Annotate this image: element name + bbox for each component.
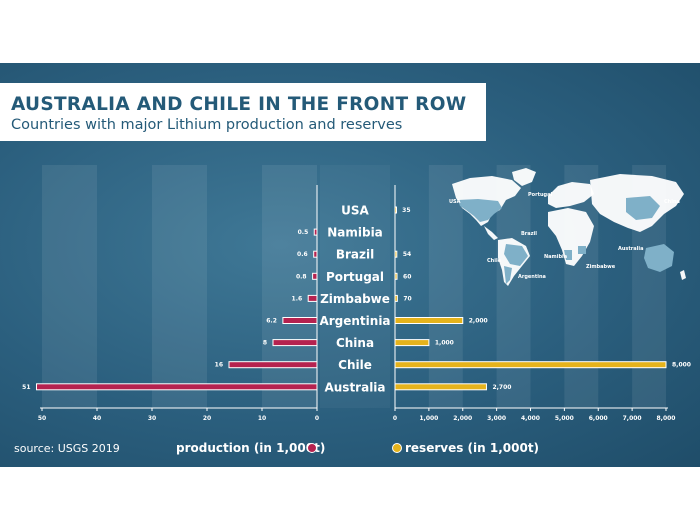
map-greenland — [512, 168, 536, 186]
stripe-left — [42, 165, 97, 408]
reserves-value-label: 8,000 — [672, 362, 691, 369]
production-value-label: 0.5 — [298, 229, 309, 236]
axes: 50 40 30 20 10 0 0 1,000 2,000 3,000 4,000 5,000 6,0… — [38, 185, 676, 422]
production-value-label: 51 — [22, 384, 30, 391]
chart-subtitle: Countries with major Lithium production … — [11, 117, 403, 133]
chart-title: AUSTRALIA AND CHILE IN THE FRONT ROW — [11, 94, 467, 115]
center-band — [320, 165, 390, 408]
map-label-zimbabwe: Zimbabwe — [586, 264, 616, 270]
map-label-brazil: Brazil — [521, 231, 537, 237]
reserves-tick-label: 1,000 — [419, 415, 438, 422]
map-label-argentina: Argentina — [518, 274, 546, 280]
reserves-tick-label: 8,000 — [657, 415, 676, 422]
map-namibia-highlight — [564, 250, 572, 260]
reserves-tick-label: 0 — [393, 415, 397, 422]
reserves-value-label: 70 — [403, 295, 411, 302]
map-zimbabwe-highlight — [578, 246, 586, 254]
production-tick-label: 10 — [258, 415, 266, 422]
map-label-portugal: Portugal — [528, 192, 552, 198]
production-tick-label: 0 — [315, 415, 319, 422]
category-label: Zimbabwe — [320, 292, 390, 306]
category-label: Namibia — [327, 226, 383, 240]
production-value-label: 0.6 — [297, 251, 308, 258]
reserves-tick-label: 6,000 — [589, 415, 608, 422]
production-bar — [307, 294, 318, 302]
title-box — [0, 83, 486, 141]
reserves-value-label: 2,700 — [492, 384, 511, 391]
map-label-australia: Australia — [618, 246, 643, 252]
production-tick-label: 40 — [93, 415, 101, 422]
legend-reserves-label: reserves (in 1,000t) — [405, 441, 540, 455]
production-value-label: 1.6 — [292, 295, 303, 302]
reserves-tick-label: 7,000 — [623, 415, 642, 422]
map-nz — [680, 270, 686, 280]
legend-reserves-swatch — [392, 443, 402, 453]
map-brazil-highlight — [504, 244, 528, 266]
map-label-namibia: Namibia — [544, 254, 567, 260]
production-tick-label: 50 — [38, 415, 46, 422]
production-bar — [36, 383, 318, 391]
map-argentina-highlight — [504, 266, 512, 284]
production-bar — [272, 339, 318, 347]
reserves-bar — [394, 383, 487, 391]
reserves-value-label: 54 — [403, 251, 411, 258]
reserves-bar — [394, 317, 464, 324]
reserves-bar — [394, 361, 667, 369]
category-label: Brazil — [336, 248, 374, 262]
reserves-tick-label: 3,000 — [487, 415, 506, 422]
world-map — [452, 168, 686, 286]
production-tick-label: 20 — [203, 415, 211, 422]
map-usa-highlight — [458, 199, 502, 222]
map-label-chile: Chile — [487, 258, 502, 264]
map-label-usa: USA — [449, 199, 461, 205]
map-labels: USA Portugal China Brazil Chile Namibia Austra… — [449, 192, 680, 280]
map-europe — [548, 182, 594, 208]
production-bar — [312, 272, 318, 280]
category-label: USA — [341, 204, 369, 218]
reserves-value-label: 1,000 — [435, 340, 454, 347]
category-labels: USA Namibia Brazil Portugal Zimbabwe Argentin… — [319, 204, 390, 395]
map-china-highlight — [626, 196, 660, 220]
category-label: Argentinia — [319, 314, 390, 328]
map-australia — [644, 244, 674, 272]
production-value-label: 16 — [215, 362, 223, 369]
reserves-value-label: 35 — [402, 207, 410, 214]
reserves-value-label: 2,000 — [469, 318, 488, 325]
production-value-label: 0.8 — [296, 273, 307, 280]
category-label: Portugal — [326, 270, 384, 284]
bars: 35 0.5 0.6 54 0.8 60 1.6 70 6.2 2,000 8 1,000 16 8,00… — [22, 206, 691, 391]
production-bar — [228, 361, 318, 369]
reserves-tick-label: 2,000 — [453, 415, 472, 422]
source-note: source: USGS 2019 — [14, 442, 120, 455]
reserves-bar — [394, 339, 430, 347]
map-label-china: China — [664, 199, 680, 205]
category-label: China — [336, 336, 374, 350]
production-value-label: 8 — [263, 340, 267, 347]
production-tick-label: 30 — [148, 415, 156, 422]
category-label: Chile — [338, 358, 372, 372]
production-value-label: 6.2 — [266, 318, 277, 325]
legend-production-label: production (in 1,000t) — [176, 441, 326, 455]
reserves-value-label: 60 — [403, 273, 411, 280]
stripe-left — [262, 165, 317, 408]
reserves-tick-label: 5,000 — [555, 415, 574, 422]
category-label: Australia — [324, 380, 385, 394]
reserves-tick-label: 4,000 — [521, 415, 540, 422]
map-central-america — [484, 226, 498, 240]
legend-production-swatch — [307, 443, 317, 453]
stripe-left — [152, 165, 207, 408]
production-bar — [282, 317, 318, 324]
